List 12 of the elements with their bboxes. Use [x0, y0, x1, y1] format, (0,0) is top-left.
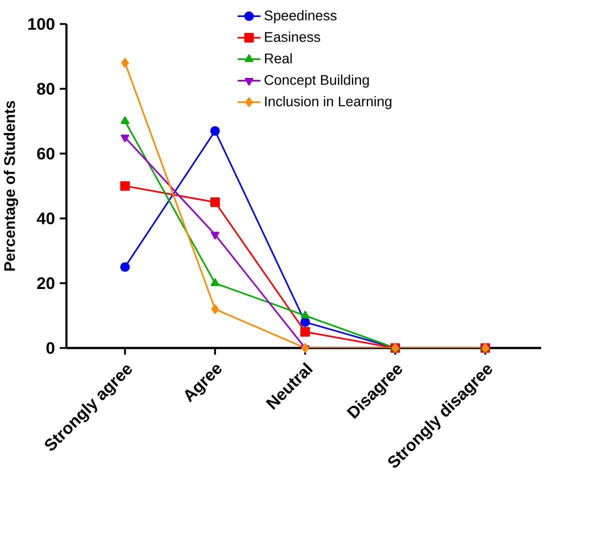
- y-tick-label: 0: [46, 342, 54, 354]
- y-tick-label: 40: [36, 212, 54, 224]
- y-tick-label: 80: [37, 82, 54, 95]
- legend-label: Real: [265, 53, 292, 64]
- legend-label: Easiness: [265, 32, 320, 42]
- y-tick-label: 100: [28, 18, 54, 30]
- y-tick-label: 60: [37, 148, 54, 160]
- legend-label: Inclusion in Learning: [265, 96, 392, 110]
- y-axis-title: Percentage of Students: [4, 101, 18, 271]
- y-tick-label: 20: [37, 277, 54, 290]
- legend-label: Concept Building: [264, 74, 369, 88]
- legend-label: Speediness: [264, 10, 337, 24]
